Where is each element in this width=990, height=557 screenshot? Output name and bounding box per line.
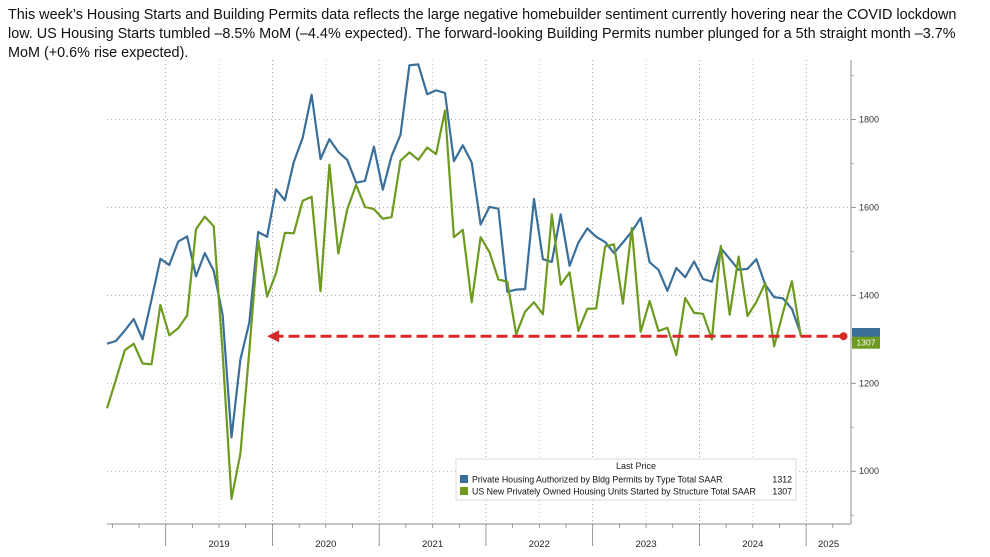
legend-entry-value: 1312	[772, 475, 792, 485]
y-tick-label: 1000	[859, 466, 879, 476]
x-tick-label: 2024	[742, 539, 763, 550]
axes: 1000 1200 1400 1600 1800 2019 2020 2021 2022 2023…	[107, 60, 879, 550]
last-value-badges: 1307	[852, 328, 880, 349]
y-tick-label: 1600	[859, 202, 879, 212]
arrow-start-dot	[839, 332, 848, 341]
badge-permits	[852, 328, 880, 340]
legend-swatch	[460, 475, 468, 483]
x-tick-label: 2019	[209, 539, 230, 550]
x-tick-label: 2020	[315, 539, 336, 550]
legend-entry-name: Private Housing Authorized by Bldg Permi…	[472, 475, 723, 485]
y-tick-label: 1400	[859, 290, 879, 300]
legend-box	[455, 458, 797, 501]
legend-swatch	[460, 487, 468, 495]
y-tick-label: 1200	[859, 378, 879, 388]
y-tick-label: 1800	[859, 114, 879, 124]
legend-title: Last Price	[616, 461, 656, 471]
chart-caption: This week’s Housing Starts and Building …	[8, 7, 957, 61]
series-line-starts	[105, 109, 802, 500]
series-line-permits	[106, 63, 802, 439]
badge-starts	[852, 336, 880, 349]
badge-starts-value: 1307	[857, 338, 876, 348]
x-tick-label: 2021	[422, 539, 443, 550]
x-tick-label: 2025	[818, 539, 839, 550]
arrow-head	[267, 330, 280, 343]
chart-legend: Last Price Private Housing Authorized by …	[455, 458, 797, 501]
legend-entry-name: US New Privately Owned Housing Units Sta…	[472, 487, 756, 497]
x-tick-label: 2023	[635, 539, 656, 550]
x-tick-label: 2022	[529, 539, 550, 550]
annotation-layer	[267, 330, 848, 343]
series-layer	[105, 63, 802, 500]
legend-entry-value: 1307	[772, 487, 792, 497]
